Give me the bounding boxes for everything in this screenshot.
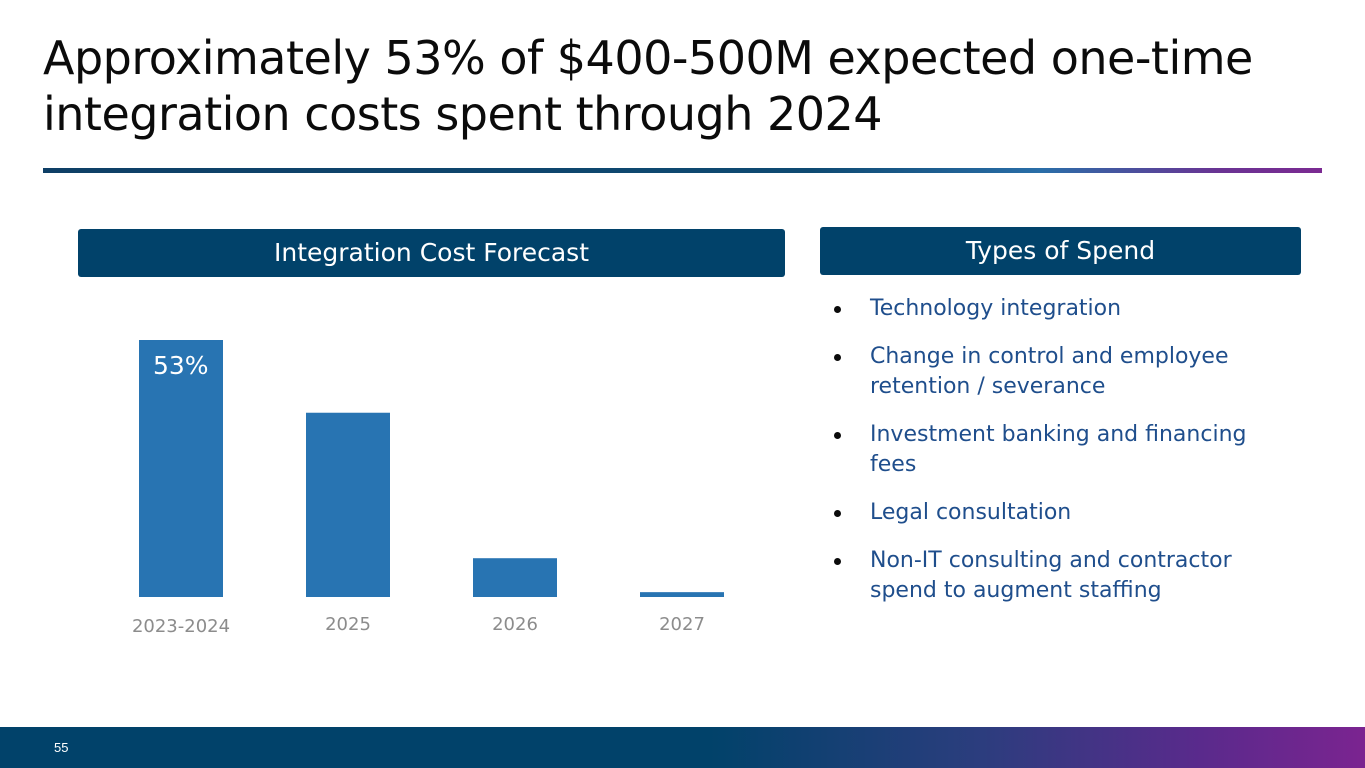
list-item: Change in control and employee retention…	[834, 342, 1274, 402]
bullet-icon	[834, 510, 841, 517]
x-tick-label: 2023-2024	[132, 616, 230, 637]
bullet-icon	[834, 306, 841, 313]
list-item: Investment banking and financing fees	[834, 420, 1274, 480]
types-of-spend-header: Types of Spend	[820, 227, 1301, 275]
integration-cost-forecast-header: Integration Cost Forecast	[78, 229, 785, 277]
bullet-icon	[834, 558, 841, 565]
spend-item-text: Investment banking and financing fees	[870, 422, 1247, 477]
spend-item-text: Non-IT consulting and contractor spend t…	[870, 548, 1232, 603]
bar-chart-svg: 53% 2023-2024 2025 2026 2027	[132, 340, 724, 637]
spend-item-text: Technology integration	[870, 296, 1122, 321]
bar-data-label: 53%	[153, 351, 209, 380]
integration-cost-chart: 53% 2023-2024 2025 2026 2027	[78, 290, 785, 650]
slide-title: Approximately 53% of $400-500M expected …	[43, 31, 1253, 141]
bullet-icon	[834, 354, 841, 361]
bar-2025	[306, 412, 390, 597]
list-item: Non-IT consulting and contractor spend t…	[834, 546, 1274, 606]
x-tick-label: 2027	[659, 614, 705, 635]
bar-2026	[473, 558, 557, 597]
bullet-icon	[834, 432, 841, 439]
bar-2023-2024	[139, 340, 223, 597]
footer-bar: 55	[0, 727, 1365, 768]
x-tick-label: 2025	[325, 614, 371, 635]
title-divider	[43, 168, 1322, 173]
list-item: Legal consultation	[834, 498, 1274, 528]
x-tick-label: 2026	[492, 614, 538, 635]
spend-item-text: Legal consultation	[870, 500, 1072, 525]
types-of-spend-list: Technology integration Change in control…	[834, 294, 1274, 624]
bar-2027	[640, 592, 724, 597]
list-item: Technology integration	[834, 294, 1274, 324]
page-number: 55	[54, 740, 69, 755]
spend-item-text: Change in control and employee retention…	[870, 344, 1229, 399]
